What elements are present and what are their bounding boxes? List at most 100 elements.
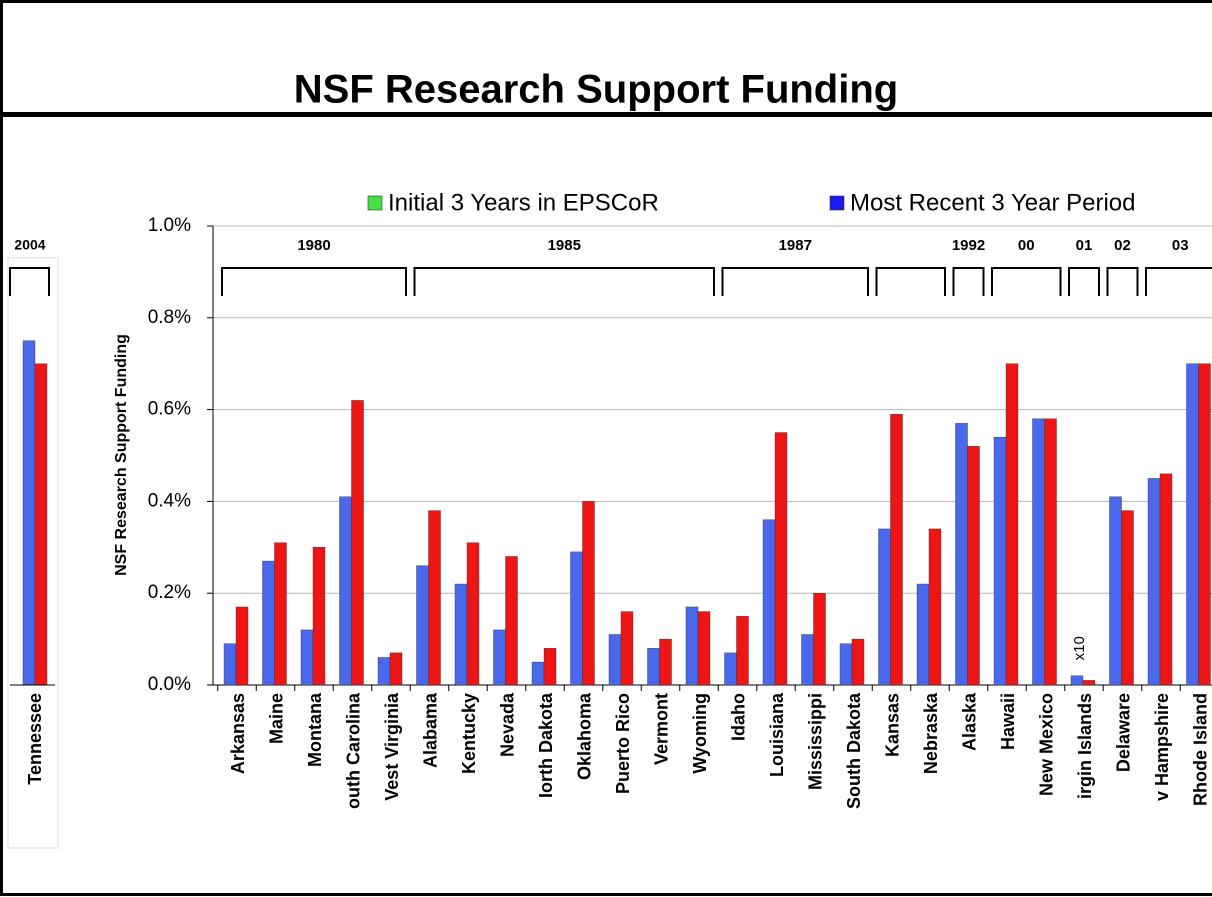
bar [505,556,518,686]
group-bracket [221,267,407,296]
x-tick-label: Vermont [651,693,671,765]
x-tick-label: irgin Islands [1075,693,1095,799]
group-label: 00 [1018,237,1035,254]
y-tick-label: 0.8% [148,307,191,328]
bar [1032,418,1045,686]
bar [813,593,826,686]
y-tick-label: 0.2% [148,582,191,603]
title-rule [0,112,1212,117]
bar [466,542,480,686]
bar [582,501,595,686]
x-tick-label: Iorth Dakota [536,692,556,798]
bar [1005,363,1019,686]
bar [1198,363,1211,686]
x-tick-label: Vest Virginia [382,692,402,801]
group-label: 02 [1114,237,1131,254]
x-tick-label: Delaware [1113,693,1133,772]
x-tick-label: Louisiana [767,692,787,777]
group-label: 1992 [952,237,985,254]
bar [647,648,660,686]
x-tick-label: Kentucky [459,693,479,774]
bar [1070,675,1084,686]
bar [223,643,237,686]
bar [1044,418,1057,686]
bar [697,611,711,686]
bar [543,648,557,686]
x-tick-label: Oklahoma [574,692,594,780]
group-label: 01 [1076,237,1093,254]
y-tick-label: 0.4% [148,490,191,511]
bar [1121,510,1134,686]
bar [839,643,853,686]
bar [300,629,314,686]
x-tick-label: Puerto Rico [613,693,633,794]
bar [416,565,429,686]
bar [1109,496,1122,686]
legend-label: Initial 3 Years in EPSCoR [388,189,659,216]
bar [608,634,622,686]
bar [454,583,468,686]
bar [34,363,48,686]
bar [620,611,634,686]
group-label: 1985 [548,237,581,254]
chart-title: NSF Research Support Funding [294,68,898,112]
bar [967,446,980,686]
group-bracket [413,267,715,296]
bar [685,606,699,686]
y-tick-label: 0.6% [148,399,191,420]
group-bracket [875,267,946,296]
group-bracket [721,267,869,296]
group-bracket [952,267,985,296]
bar [801,634,814,686]
bar [851,638,865,686]
bar [955,423,968,686]
bar [916,583,930,686]
x-tick-label: Nebraska [921,692,941,774]
x-tick-label: Mississippi [805,693,825,790]
group-label: 1980 [297,237,330,254]
legend-swatch [829,195,845,211]
legend-label: Most Recent 3 Year Period [850,189,1136,216]
group-bracket [1068,267,1100,296]
x-tick-label: Wyoming [690,693,710,774]
x-tick-label: outh Carolina [343,692,363,809]
x-tick-label: Rhode Island [1190,693,1210,806]
y-axis-title: NSF Research Support Funding [113,334,130,576]
x-tick-label: Arkansas [228,693,248,774]
x-tick-label: Montana [305,692,325,767]
x-tick-label: New Mexico [1036,693,1056,796]
y-tick-label: 0.0% [148,674,191,695]
bar [428,510,441,686]
bar [736,615,749,686]
bar [262,560,275,686]
x-tick-label: Hawaii [998,693,1018,750]
bar [878,528,891,686]
bar [235,606,249,686]
x-tick-label: Kansas [882,693,902,757]
bar [1147,478,1161,686]
bar [339,496,352,686]
bar [993,436,1007,686]
bar [1159,473,1173,686]
x-tick-label: Alaska [959,692,979,751]
bar [762,519,776,686]
bar [22,340,36,686]
bar [493,629,506,686]
x-tick-label: Idaho [728,693,748,741]
bar [774,432,788,686]
group-label: 1987 [779,237,812,254]
y-tick-label: 1.0% [148,215,191,236]
x-tick-label: Alabama [420,692,440,768]
inset-category: Tennessee [25,693,45,785]
annotation: x10 [1071,636,1088,660]
group-bracket [991,267,1062,296]
bar [377,657,391,686]
bar [351,400,364,686]
bar [531,661,545,686]
x-tick-label: v Hampshire [1152,693,1172,801]
bar [659,638,672,686]
inset-bracket [9,267,50,296]
x-tick-label: Maine [266,693,286,744]
